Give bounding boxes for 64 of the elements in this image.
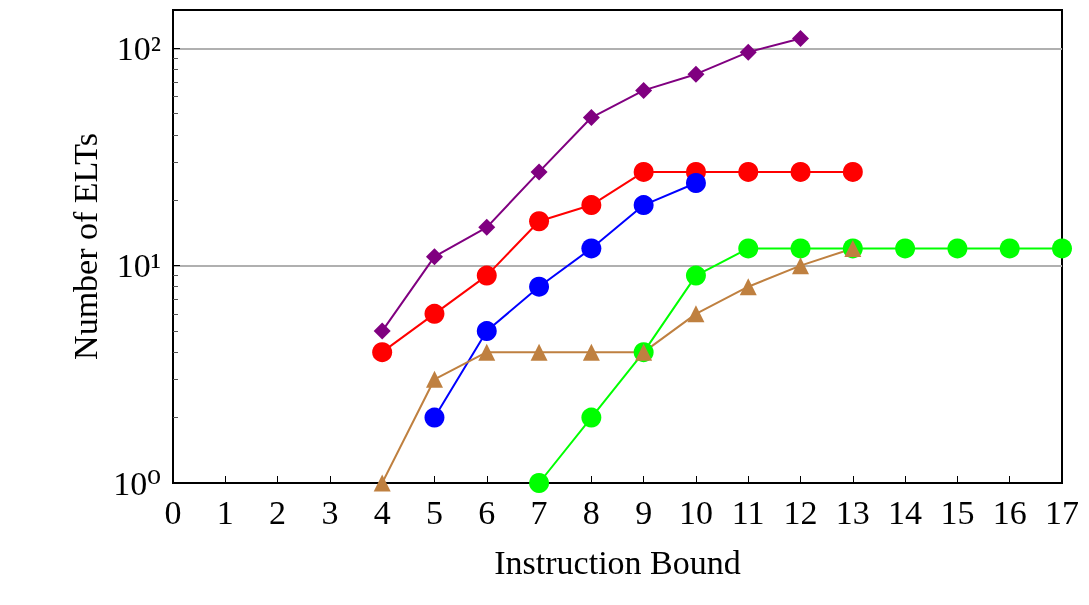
point [792,29,810,47]
point [476,265,497,286]
point [424,303,445,324]
point [738,238,759,259]
point [373,474,391,492]
x-tick-label: 6 [478,493,496,531]
x-tick-label: 14 [888,493,923,531]
y-tick-label: 10² [116,29,161,67]
point [373,322,391,340]
point [582,343,600,361]
point [1052,238,1072,259]
point [738,161,759,182]
x-tick-label: 7 [530,493,548,531]
x-tick-label: 2 [269,493,287,531]
x-tick-label: 13 [835,493,870,531]
point [792,257,810,275]
point [739,278,757,296]
point [425,370,443,388]
point [687,65,705,83]
point [478,343,496,361]
point [790,238,811,259]
point [633,161,654,182]
point [947,238,968,259]
y-tick-label: 10¹ [116,247,161,285]
point [478,218,496,236]
point [685,265,706,286]
x-tick-label: 17 [1045,493,1079,531]
point [581,407,602,428]
point [582,109,600,127]
point [425,248,443,266]
point [529,473,550,493]
point [581,195,602,216]
x-tick-label: 9 [635,493,653,531]
x-tick-label: 11 [731,493,765,531]
x-tick-label: 15 [940,493,975,531]
x-tick-label: 0 [164,493,182,531]
point [685,173,706,193]
point [739,43,757,61]
point [635,81,653,99]
point [530,343,548,361]
point [424,407,445,428]
x-tick-label: 5 [425,493,443,531]
point [633,195,654,216]
x-tick-label: 12 [783,493,818,531]
y-axis-title: Number of ELTs [66,133,104,360]
point [476,321,497,342]
x-tick-label: 4 [373,493,391,531]
point [999,238,1020,259]
x-tick-label: 1 [216,493,234,531]
point [842,161,863,182]
point [895,238,916,259]
x-tick-label: 16 [992,493,1027,531]
y-tick-label: 10⁰ [113,464,161,502]
point [529,211,550,232]
x-tick-label: 3 [321,493,339,531]
x-tick-label: 8 [582,493,600,531]
point [372,342,393,363]
x-tick-label: 10 [678,493,713,531]
point [581,238,602,259]
x-axis-title: Instruction Bound [494,543,741,581]
point [529,276,550,297]
point [530,163,548,181]
point [687,305,705,323]
point [790,161,811,182]
